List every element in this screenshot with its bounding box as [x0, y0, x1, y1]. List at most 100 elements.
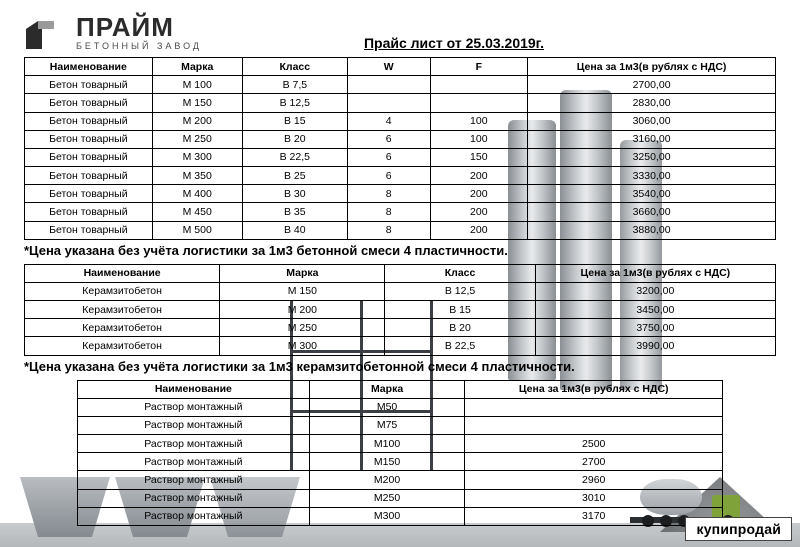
table-cell [430, 94, 528, 112]
table-cell: 200 [430, 167, 528, 185]
table-row: КерамзитобетонМ 300В 22,53990,00 [25, 337, 776, 355]
table-cell: Бетон товарный [25, 203, 153, 221]
table-row: Раствор монтажныйМ2503010 [77, 489, 723, 507]
table-cell: М300 [310, 507, 465, 525]
table-row: Бетон товарныйМ 500В 4082003880,00 [25, 221, 776, 239]
table-cell: М100 [310, 435, 465, 453]
column-header: Марка [152, 58, 242, 76]
table-cell: М 200 [220, 301, 385, 319]
table-cell: М 150 [152, 94, 242, 112]
table-row: Раствор монтажныйМ2002960 [77, 471, 723, 489]
table-cell: 2960 [465, 471, 723, 489]
table-cell: 3660,00 [528, 203, 776, 221]
column-header: Класс [242, 58, 347, 76]
table-cell [347, 94, 430, 112]
table-cell: Раствор монтажный [77, 507, 309, 525]
table-cell: М200 [310, 471, 465, 489]
brand-logo: ПРАЙМ БЕТОННЫЙ ЗАВОД [24, 14, 202, 51]
table-cell: 200 [430, 203, 528, 221]
column-header: Класс [385, 264, 535, 282]
table-cell: 3540,00 [528, 185, 776, 203]
table-row: Бетон товарныйМ 250В 2061003160,00 [25, 130, 776, 148]
table-cell: Керамзитобетон [25, 337, 220, 355]
table-cell: 3010 [465, 489, 723, 507]
table-row: Раствор монтажныйМ1502700 [77, 453, 723, 471]
table-cell: Бетон товарный [25, 167, 153, 185]
column-header: Марка [220, 264, 385, 282]
table-cell [465, 416, 723, 434]
table-cell: Бетон товарный [25, 112, 153, 130]
mortar-price-table: НаименованиеМаркаЦена за 1м3(в рублях с … [77, 380, 724, 526]
table-cell: 2830,00 [528, 94, 776, 112]
table-row: Бетон товарныйМ 200В 1541003060,00 [25, 112, 776, 130]
table-cell: Раствор монтажный [77, 416, 309, 434]
table-cell: Бетон товарный [25, 185, 153, 203]
table-cell: В 20 [242, 130, 347, 148]
table-row: КерамзитобетонМ 250В 203750,00 [25, 319, 776, 337]
table-cell: 100 [430, 130, 528, 148]
table-cell: В 22,5 [385, 337, 535, 355]
table-cell: Керамзитобетон [25, 301, 220, 319]
table-cell: М 200 [152, 112, 242, 130]
table-cell: 200 [430, 185, 528, 203]
table-cell: 3990,00 [535, 337, 775, 355]
table-cell: Бетон товарный [25, 148, 153, 166]
table-cell: 3250,00 [528, 148, 776, 166]
page-title: Прайс лист от 25.03.2019г. [212, 35, 776, 51]
table-cell: М250 [310, 489, 465, 507]
table-cell: Раствор монтажный [77, 471, 309, 489]
brand-name: ПРАЙМ [76, 14, 202, 40]
table-cell: М50 [310, 398, 465, 416]
table-cell: В 7,5 [242, 76, 347, 94]
table-cell: 3750,00 [535, 319, 775, 337]
table-cell: 200 [430, 221, 528, 239]
column-header: Наименование [77, 380, 309, 398]
table-row: Бетон товарныйМ 300В 22,561503250,00 [25, 148, 776, 166]
table-cell: М 300 [152, 148, 242, 166]
column-header: Наименование [25, 58, 153, 76]
table-cell: 150 [430, 148, 528, 166]
table-cell: М75 [310, 416, 465, 434]
table-cell: В 15 [385, 301, 535, 319]
table-cell [430, 76, 528, 94]
keramzit-price-table: НаименованиеМаркаКлассЦена за 1м3(в рубл… [24, 264, 776, 356]
table-cell: Раствор монтажный [77, 435, 309, 453]
table-cell: Бетон товарный [25, 76, 153, 94]
table-row: Бетон товарныйМ 350В 2562003330,00 [25, 167, 776, 185]
table-cell: Керамзитобетон [25, 282, 220, 300]
table-cell: Раствор монтажный [77, 489, 309, 507]
table-cell: 3170 [465, 507, 723, 525]
table-row: Раствор монтажныйМ1002500 [77, 435, 723, 453]
table-cell: 2700 [465, 453, 723, 471]
concrete-price-table: НаименованиеМаркаКлассWFЦена за 1м3(в ру… [24, 57, 776, 240]
table-cell: М 300 [220, 337, 385, 355]
table-cell: В 40 [242, 221, 347, 239]
table-cell: 3880,00 [528, 221, 776, 239]
table-cell: 6 [347, 167, 430, 185]
column-header: F [430, 58, 528, 76]
table-cell: 8 [347, 203, 430, 221]
table-cell: 2700,00 [528, 76, 776, 94]
table-cell: В 22,5 [242, 148, 347, 166]
column-header: Цена за 1м3(в рублях с НДС) [535, 264, 775, 282]
table-cell: М 150 [220, 282, 385, 300]
table-row: КерамзитобетонМ 200В 153450,00 [25, 301, 776, 319]
table-cell: Бетон товарный [25, 94, 153, 112]
table-cell: 8 [347, 221, 430, 239]
table-row: Раствор монтажныйМ3003170 [77, 507, 723, 525]
table-cell: Керамзитобетон [25, 319, 220, 337]
table-cell: В 12,5 [242, 94, 347, 112]
table-cell: 6 [347, 148, 430, 166]
table-row: Раствор монтажныйМ50 [77, 398, 723, 416]
table-cell: М150 [310, 453, 465, 471]
table-cell: М 100 [152, 76, 242, 94]
table-cell [465, 398, 723, 416]
brand-tagline: БЕТОННЫЙ ЗАВОД [76, 42, 202, 51]
column-header: Наименование [25, 264, 220, 282]
note-keramzit: *Цена указана без учёта логистики за 1м3… [24, 359, 776, 374]
table-cell: 3160,00 [528, 130, 776, 148]
column-header: W [347, 58, 430, 76]
table-cell: 3200,00 [535, 282, 775, 300]
table-cell: 6 [347, 130, 430, 148]
table-cell: 2500 [465, 435, 723, 453]
